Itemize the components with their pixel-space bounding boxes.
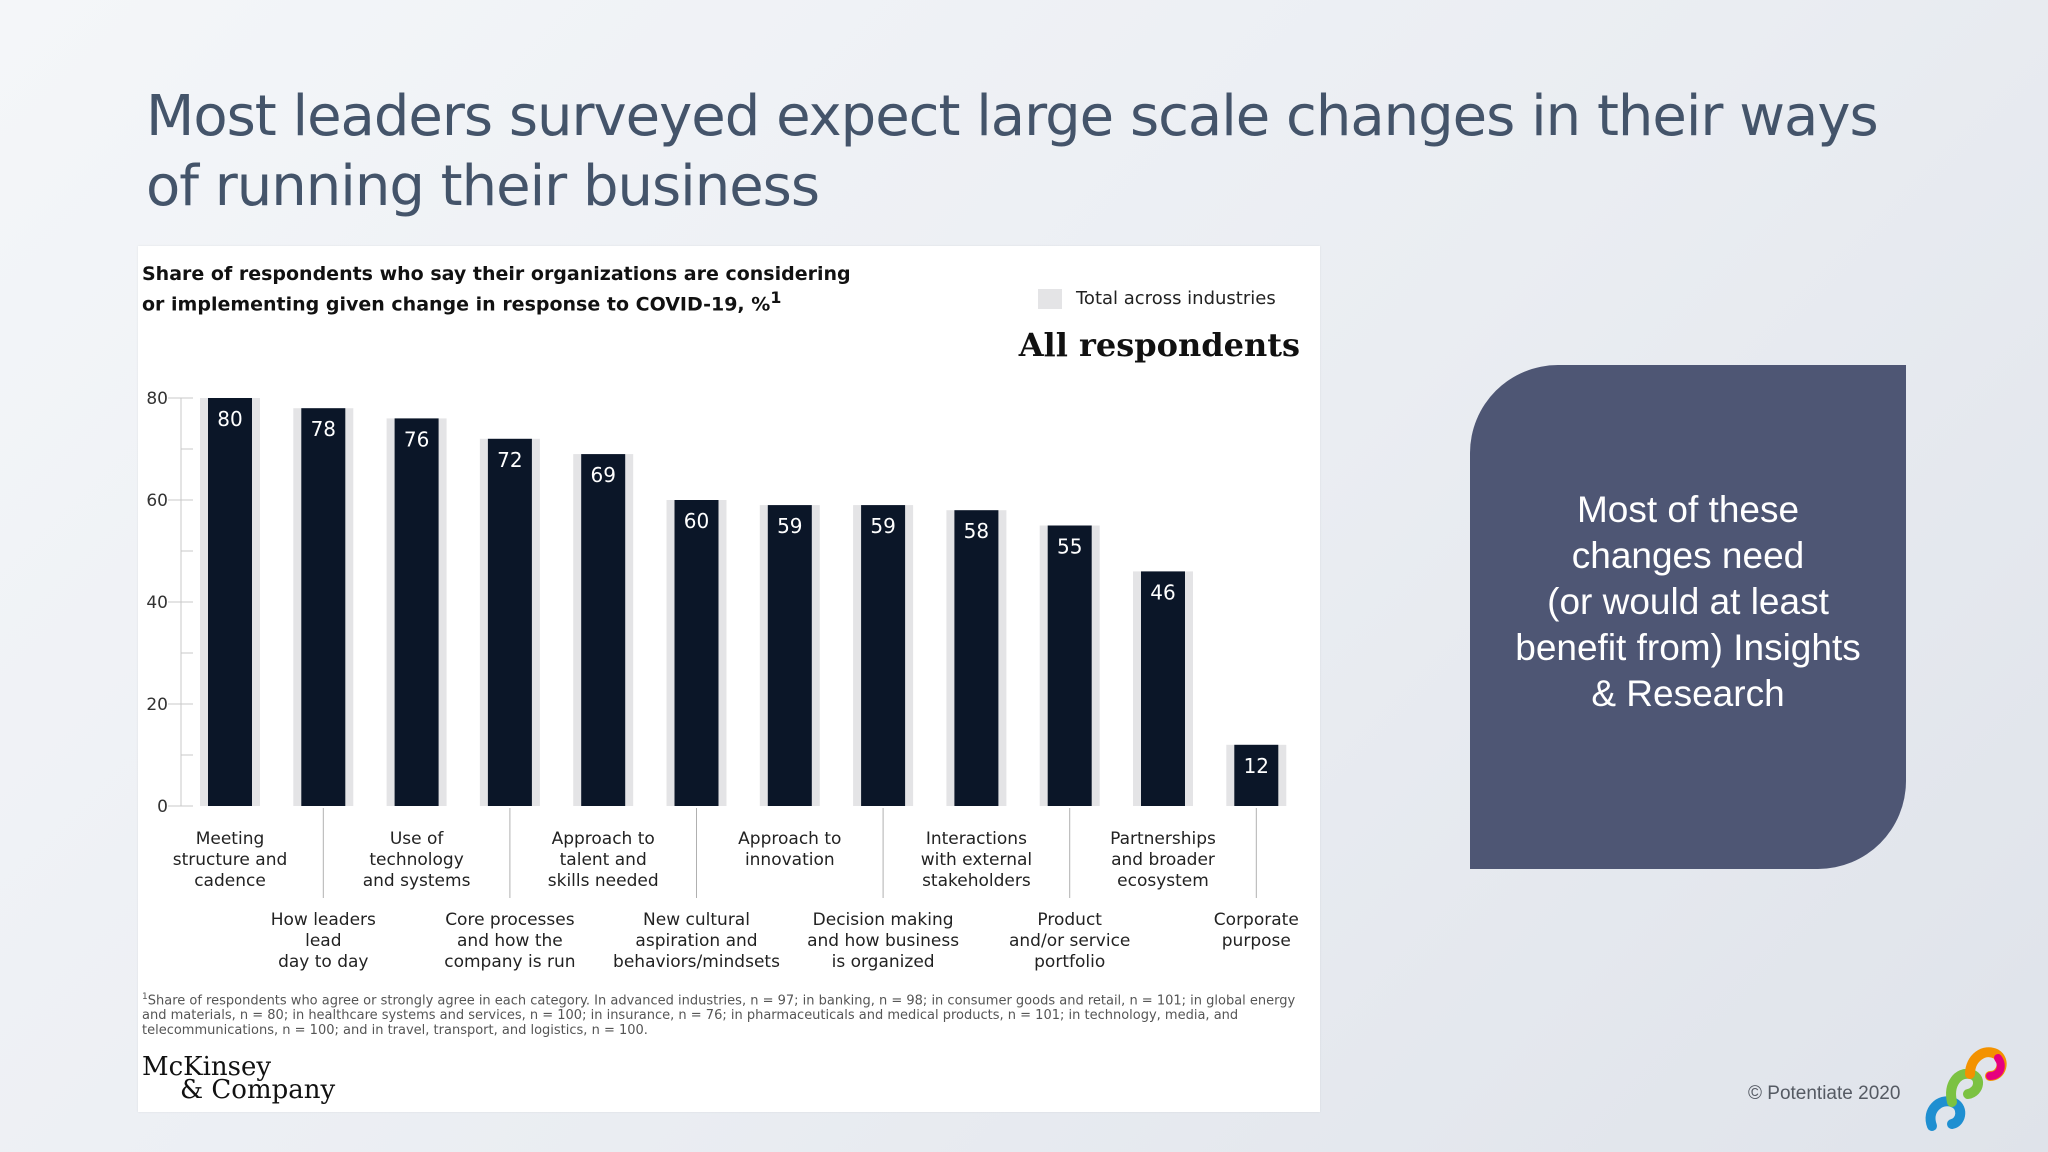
bar-value-label: 60 bbox=[684, 509, 709, 533]
chart-legend: Total across industries bbox=[1038, 288, 1276, 309]
category-label: Use of bbox=[390, 829, 445, 849]
bar bbox=[1141, 571, 1185, 806]
category-label: Core processes bbox=[445, 910, 575, 930]
category-label: structure and bbox=[173, 850, 288, 870]
bar-value-label: 59 bbox=[870, 514, 895, 538]
chart-subtitle: Share of respondents who say their organ… bbox=[142, 262, 942, 316]
y-tick-label: 60 bbox=[146, 491, 168, 511]
category-label: portfolio bbox=[1034, 952, 1105, 972]
slide-title-line: of running their business bbox=[146, 154, 820, 219]
category-label: Product bbox=[1037, 910, 1102, 930]
category-label: ecosystem bbox=[1117, 871, 1209, 891]
callout-line: & Research bbox=[1591, 673, 1785, 714]
category-label: Interactions bbox=[926, 829, 1027, 849]
slide-title: Most leaders surveyed expect large scale… bbox=[146, 82, 1879, 222]
legend-label: Total across industries bbox=[1076, 288, 1276, 309]
bar-value-label: 58 bbox=[964, 519, 989, 543]
mckinsey-logo: McKinsey & Company bbox=[142, 1054, 336, 1105]
bar-value-label: 59 bbox=[777, 514, 802, 538]
y-tick-label: 80 bbox=[146, 389, 168, 409]
footnote-text: Share of respondents who agree or strong… bbox=[142, 993, 1296, 1039]
category-label: and systems bbox=[363, 871, 471, 891]
y-tick-label: 40 bbox=[146, 593, 168, 613]
category-label: and how the bbox=[457, 931, 563, 951]
bar bbox=[861, 505, 906, 806]
potentiate-logo-icon bbox=[1925, 1047, 2007, 1131]
callout-line: changes need bbox=[1571, 535, 1805, 576]
y-tick-label: 20 bbox=[146, 695, 168, 715]
category-label: innovation bbox=[745, 850, 835, 870]
category-label: Partnerships bbox=[1110, 829, 1216, 849]
panel-heading: All respondents bbox=[1018, 326, 1300, 364]
callout-line: Most of these bbox=[1576, 489, 1800, 530]
bar-value-label: 72 bbox=[497, 448, 522, 472]
footnote-marker: 1 bbox=[142, 992, 148, 1002]
bar bbox=[581, 454, 626, 806]
category-label: lead bbox=[305, 931, 341, 951]
chart-panel: Share of respondents who say their organ… bbox=[138, 246, 1320, 1112]
bar-value-label: 78 bbox=[311, 417, 336, 441]
category-label: and broader bbox=[1111, 850, 1215, 870]
category-label: stakeholders bbox=[922, 871, 1031, 891]
mckinsey-logo-line: McKinsey bbox=[142, 1052, 272, 1082]
bar-value-label: 12 bbox=[1244, 754, 1269, 778]
footnote-marker: 1 bbox=[770, 288, 782, 307]
callout-text: Most of these changes need (or would at … bbox=[1488, 487, 1888, 717]
slide-title-line: Most leaders surveyed expect large scale… bbox=[146, 84, 1879, 149]
category-label: How leaders bbox=[271, 910, 376, 930]
bar bbox=[1047, 525, 1092, 806]
category-label: is organized bbox=[832, 952, 935, 972]
bar-value-label: 69 bbox=[590, 463, 615, 487]
category-label: Approach to bbox=[738, 829, 841, 849]
bar-value-label: 55 bbox=[1057, 535, 1082, 559]
mckinsey-logo-line: & Company bbox=[180, 1075, 336, 1105]
chart-subtitle-line: Share of respondents who say their organ… bbox=[142, 263, 851, 285]
chart-footnote: 1Share of respondents who agree or stron… bbox=[142, 990, 1312, 1038]
bar bbox=[487, 438, 532, 806]
bar bbox=[1234, 744, 1279, 806]
copyright-text: © Potentiate 2020 bbox=[1748, 1083, 1901, 1104]
bar-value-label: 80 bbox=[217, 407, 242, 431]
category-label: with external bbox=[921, 850, 1032, 870]
category-label: Approach to bbox=[552, 829, 655, 849]
category-label: cadence bbox=[194, 871, 266, 891]
bar bbox=[208, 398, 252, 806]
category-label: Decision making bbox=[813, 910, 954, 930]
bar bbox=[301, 408, 346, 806]
chart-subtitle-line: or implementing given change in response… bbox=[142, 293, 771, 316]
category-label: Meeting bbox=[196, 829, 265, 849]
bar bbox=[674, 500, 719, 806]
category-label: and/or service bbox=[1009, 931, 1130, 951]
category-label: New cultural bbox=[643, 910, 750, 930]
category-label: technology bbox=[369, 850, 463, 870]
legend-swatch bbox=[1038, 288, 1062, 309]
category-label: talent and bbox=[560, 850, 647, 870]
bar bbox=[394, 418, 439, 806]
callout-line: benefit from) Insights bbox=[1515, 627, 1861, 668]
category-label: aspiration and bbox=[635, 931, 757, 951]
y-tick-label: 0 bbox=[157, 797, 168, 817]
bar bbox=[954, 510, 999, 806]
category-label: day to day bbox=[278, 952, 368, 972]
callout-line: (or would at least bbox=[1547, 581, 1829, 622]
category-label: Corporate bbox=[1214, 910, 1299, 930]
bar-value-label: 76 bbox=[404, 427, 429, 451]
category-label: company is run bbox=[444, 952, 575, 972]
bar-value-label: 46 bbox=[1150, 580, 1175, 604]
category-label: behaviors/mindsets bbox=[613, 952, 780, 972]
callout-box: Most of these changes need (or would at … bbox=[1470, 365, 1906, 869]
bar bbox=[767, 505, 812, 806]
category-label: purpose bbox=[1222, 931, 1291, 951]
category-label: skills needed bbox=[548, 871, 659, 891]
category-label: and how business bbox=[807, 931, 959, 951]
